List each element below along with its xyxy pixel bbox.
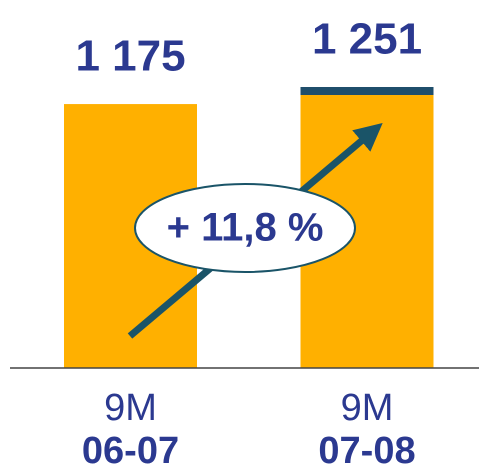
bar-cap xyxy=(300,87,434,95)
value-label: 1 251 xyxy=(312,15,422,64)
category-label: 06-07 xyxy=(82,430,179,472)
annotation-bubble xyxy=(134,183,356,273)
category-label: 9M xyxy=(104,387,157,429)
annotation: + 11,8 % xyxy=(167,206,324,250)
category-label: 07-08 xyxy=(318,430,415,472)
category-label: 9M xyxy=(341,387,394,429)
value-label: 1 175 xyxy=(75,32,185,81)
